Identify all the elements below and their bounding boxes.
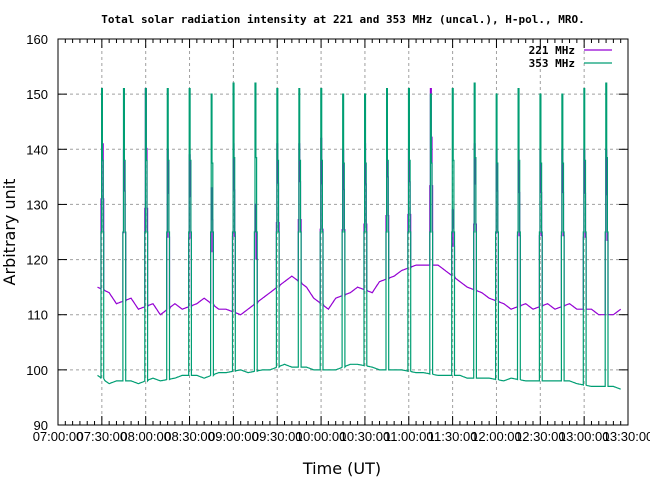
y-tick-label: 150: [26, 87, 48, 102]
x-tick-label: 09:30:00: [252, 429, 303, 444]
y-tick-labels: 90 100 110 120 130 140 150 160: [26, 32, 48, 433]
y-tick-label: 130: [26, 197, 48, 212]
y-tick-label: 90: [34, 418, 48, 433]
y-tick-label: 140: [26, 142, 48, 157]
series-line-221-mhz: [97, 88, 622, 316]
legend-label-221: 221 MHz: [529, 44, 575, 57]
legend: 221 MHz 353 MHz: [529, 44, 612, 70]
x-tick-label: 11:30:00: [428, 429, 478, 444]
y-tick-label: 160: [26, 32, 48, 47]
axis-ticks: [57, 38, 629, 426]
x-tick-label: 10:00:00: [296, 429, 347, 444]
plot-area: [97, 82, 622, 390]
x-tick-label: 11:00:00: [384, 429, 434, 444]
x-axis-label: Time (UT): [302, 459, 381, 478]
y-axis-label: Arbitrary unit: [0, 179, 19, 286]
x-tick-label: 07:30:00: [77, 429, 128, 444]
chart-title: Total solar radiation intensity at 221 a…: [101, 13, 584, 26]
x-tick-labels: 07:00:0007:30:0008:00:0008:30:0009:00:00…: [33, 429, 650, 444]
y-tick-label: 120: [26, 253, 48, 268]
x-tick-label: 12:30:00: [515, 429, 566, 444]
x-tick-label: 10:30:00: [340, 429, 391, 444]
x-tick-label: 09:00:00: [208, 429, 259, 444]
y-tick-label: 110: [27, 308, 48, 323]
legend-label-353: 353 MHz: [529, 57, 575, 70]
y-tick-label: 100: [26, 363, 48, 378]
x-tick-label: 12:00:00: [471, 429, 522, 444]
x-tick-label: 13:30:00: [603, 429, 650, 444]
series-line-353-mhz: [97, 82, 621, 390]
x-tick-label: 07:00:00: [33, 429, 84, 444]
x-tick-label: 08:30:00: [164, 429, 215, 444]
x-tick-label: 13:00:00: [559, 429, 610, 444]
x-tick-label: 08:00:00: [120, 429, 171, 444]
